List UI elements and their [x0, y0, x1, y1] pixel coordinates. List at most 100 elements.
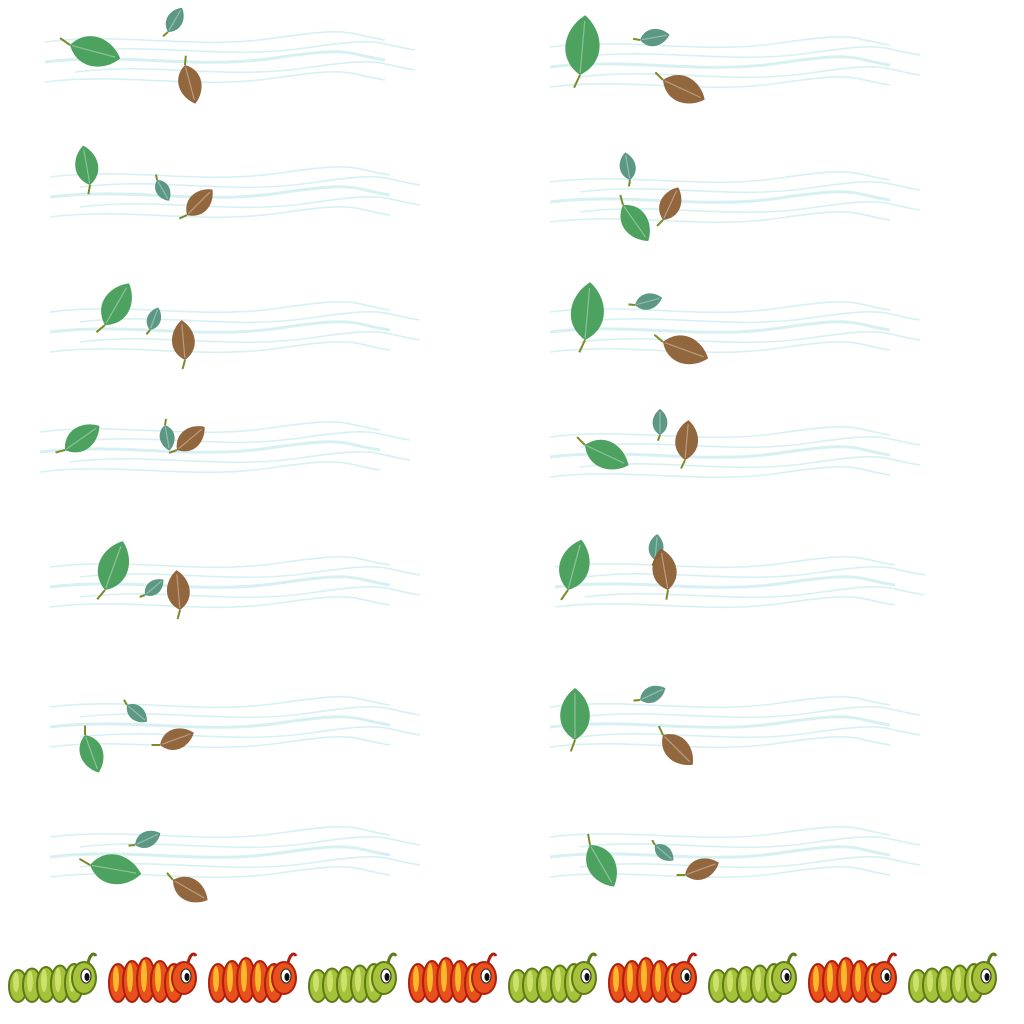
wind-streak [79, 311, 421, 324]
wind-streak [579, 331, 921, 344]
wind-streak [79, 176, 421, 189]
wind-streak [39, 461, 381, 474]
wind-streak [549, 320, 891, 334]
wind-streak [79, 586, 421, 599]
wind-streak [79, 331, 421, 344]
wind-streak [49, 596, 391, 609]
wind-streak [44, 71, 386, 84]
wind-streak [579, 66, 921, 79]
green-leaf [55, 424, 100, 454]
wind-leaves-frame-7 [35, 410, 415, 500]
wind-streak [79, 196, 421, 209]
teal-leaf [155, 174, 171, 201]
wind-streak [549, 736, 891, 749]
brown-leaf [653, 334, 709, 365]
wind-streak [549, 190, 891, 204]
wind-streak [79, 856, 421, 869]
wind-streak [549, 341, 891, 354]
wind-streak [44, 31, 386, 44]
wind-streak [549, 301, 891, 314]
green-leaf [78, 854, 142, 885]
green-leaf [560, 688, 590, 752]
wind-streak [49, 301, 391, 314]
wind-streak [69, 431, 411, 444]
green-caterpillar-sprite [302, 930, 402, 1010]
green-leaf [559, 539, 590, 601]
teal-leaf [619, 152, 636, 187]
wind-leaves-frame-2 [545, 15, 925, 115]
caterpillar-antenna [286, 952, 298, 964]
teal-leaf [652, 409, 668, 442]
green-caterpillar-sprite [502, 930, 602, 1010]
wind-streak [549, 76, 891, 89]
green-leaf [95, 283, 132, 333]
brown-leaf [168, 426, 205, 454]
wind-streak [69, 451, 411, 464]
teal-leaf [633, 685, 666, 704]
wind-streak [49, 736, 391, 749]
caterpillar-antenna [386, 952, 398, 964]
brown-leaf [178, 189, 213, 220]
wind-streak [549, 826, 891, 839]
wind-leaves-frame-14 [545, 815, 925, 905]
caterpillar-antenna [486, 952, 498, 964]
orange-caterpillar-sprite [602, 930, 702, 1010]
caterpillar-antenna [886, 952, 898, 964]
wind-streak [79, 726, 421, 739]
caterpillar-antenna [586, 952, 598, 964]
wind-streak [549, 426, 891, 439]
wind-leaves-frame-3 [45, 145, 425, 245]
wind-leaves-frame-13 [45, 815, 425, 905]
teal-leaf [632, 29, 670, 47]
green-caterpillar-sprite [702, 930, 802, 1010]
caterpillar-antenna [786, 952, 798, 964]
wind-streak [579, 436, 921, 449]
wind-streak [49, 845, 391, 859]
wind-streak [549, 211, 891, 224]
wind-streak [49, 715, 391, 729]
wind-leaves-frame-12 [545, 685, 925, 775]
wind-leaves-frame-5 [45, 283, 425, 380]
wind-streak [49, 185, 391, 199]
green-leaf [570, 282, 604, 353]
green-leaf [59, 36, 121, 67]
wind-streak [74, 61, 416, 74]
orange-caterpillar-sprite [202, 930, 302, 1010]
wind-streak [554, 556, 896, 569]
green-leaf [79, 725, 104, 773]
wind-streak [549, 171, 891, 184]
caterpillar-row [0, 930, 1024, 1024]
wind-streak [49, 206, 391, 219]
teal-leaf [628, 293, 663, 310]
teal-leaf [651, 839, 674, 861]
brown-leaf [171, 320, 195, 370]
brown-leaf [178, 55, 202, 104]
wind-streak [74, 41, 416, 54]
wind-streak [579, 706, 921, 719]
wind-streak [49, 696, 391, 709]
caterpillar-antenna [986, 952, 998, 964]
wind-streak [579, 726, 921, 739]
teal-leaf [139, 579, 164, 598]
caterpillar-antenna [186, 952, 198, 964]
wind-streak [549, 36, 891, 49]
green-leaf [586, 833, 617, 887]
brown-leaf [166, 570, 190, 620]
brown-leaf [657, 725, 693, 765]
brown-leaf [675, 420, 699, 469]
green-caterpillar-sprite [902, 930, 1002, 1010]
brown-leaf [656, 187, 682, 227]
wind-streak [549, 55, 891, 69]
wind-streak [549, 845, 891, 859]
teal-leaf [145, 307, 162, 335]
wind-streak [549, 715, 891, 729]
caterpillar-antenna [686, 952, 698, 964]
wind-streak [49, 826, 391, 839]
teal-leaf [162, 7, 184, 37]
teal-leaf [123, 699, 147, 723]
wind-leaves-frame-1 [40, 7, 420, 110]
wind-streak [579, 836, 921, 849]
wind-streak [554, 575, 896, 589]
caterpillar-antenna [86, 952, 98, 964]
